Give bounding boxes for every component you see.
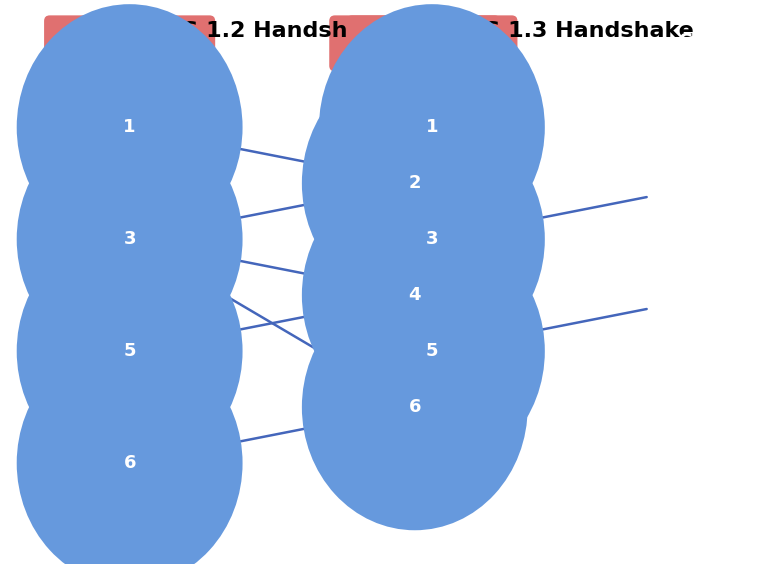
Text: 4: 4 [408, 286, 421, 304]
Text: 1: 1 [123, 118, 136, 136]
Text: Client: Client [95, 34, 164, 53]
Ellipse shape [17, 228, 243, 474]
Text: 4: 4 [711, 286, 723, 304]
Text: 5: 5 [426, 342, 438, 360]
FancyBboxPatch shape [346, 15, 518, 72]
Text: TLS 1.2 Handshake: TLS 1.2 Handshake [153, 21, 391, 41]
Ellipse shape [17, 116, 243, 362]
Text: 2: 2 [711, 174, 723, 192]
Ellipse shape [319, 116, 545, 362]
Text: Client: Client [398, 34, 466, 53]
Text: TLS 1.3 Handshake: TLS 1.3 Handshake [455, 21, 694, 41]
Text: 6: 6 [408, 398, 421, 416]
Text: 5: 5 [123, 342, 136, 360]
Ellipse shape [17, 340, 243, 568]
Ellipse shape [604, 60, 766, 306]
Ellipse shape [319, 228, 545, 474]
Text: Server: Server [678, 34, 756, 53]
Ellipse shape [302, 284, 528, 531]
Text: 3: 3 [123, 230, 136, 248]
Text: Server: Server [376, 34, 453, 53]
Ellipse shape [17, 4, 243, 250]
Ellipse shape [302, 60, 528, 306]
FancyBboxPatch shape [631, 15, 766, 72]
Text: 1: 1 [426, 118, 438, 136]
FancyBboxPatch shape [44, 15, 215, 72]
Text: 3: 3 [426, 230, 438, 248]
Text: 6: 6 [123, 454, 136, 472]
Ellipse shape [319, 4, 545, 250]
Text: 2: 2 [408, 174, 421, 192]
FancyBboxPatch shape [329, 15, 500, 72]
Ellipse shape [302, 172, 528, 418]
Ellipse shape [604, 172, 766, 418]
